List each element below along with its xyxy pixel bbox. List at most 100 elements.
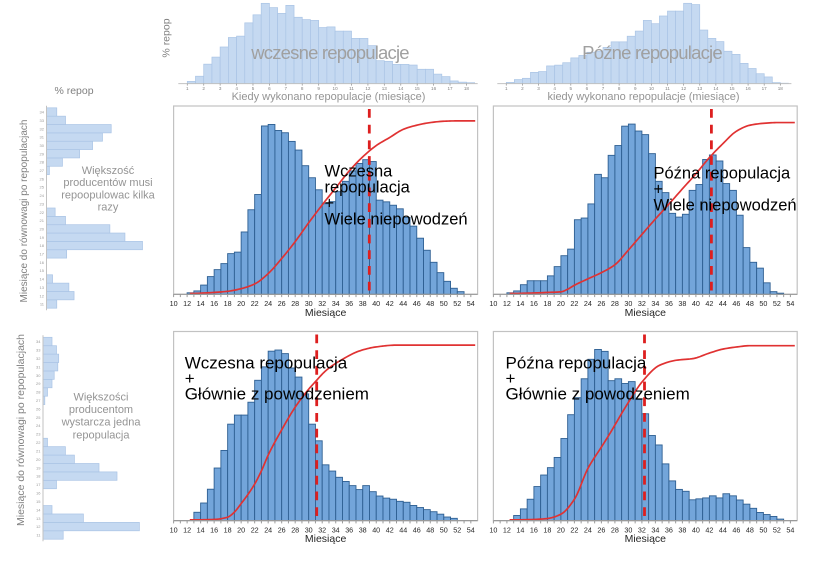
svg-text:repopulacja: repopulacja xyxy=(73,429,131,441)
svg-text:18: 18 xyxy=(543,299,551,308)
svg-text:34: 34 xyxy=(36,339,41,344)
svg-text:2: 2 xyxy=(202,86,205,91)
svg-text:13: 13 xyxy=(697,86,703,91)
svg-text:31: 31 xyxy=(36,364,41,369)
svg-text:26: 26 xyxy=(597,525,605,534)
svg-text:Wiele niepowodzeń: Wiele niepowodzeń xyxy=(325,211,468,229)
svg-text:54: 54 xyxy=(786,525,794,534)
svg-text:28: 28 xyxy=(291,299,299,308)
svg-text:42: 42 xyxy=(705,299,713,308)
svg-text:16: 16 xyxy=(36,491,41,496)
svg-text:48: 48 xyxy=(746,525,754,534)
svg-text:10: 10 xyxy=(649,86,655,91)
svg-text:28: 28 xyxy=(36,390,41,395)
svg-text:34: 34 xyxy=(651,299,659,308)
svg-text:26: 26 xyxy=(278,525,286,534)
svg-text:12: 12 xyxy=(503,525,511,534)
svg-text:32: 32 xyxy=(36,356,41,361)
svg-text:18: 18 xyxy=(40,243,45,248)
svg-text:17: 17 xyxy=(40,252,45,257)
svg-text:16: 16 xyxy=(746,86,752,91)
svg-text:Wiele niepowodzeń: Wiele niepowodzeń xyxy=(654,197,797,215)
svg-text:18: 18 xyxy=(36,474,41,479)
svg-text:11: 11 xyxy=(40,302,45,307)
svg-text:4: 4 xyxy=(235,86,238,91)
svg-text:+: + xyxy=(325,195,335,213)
svg-text:26: 26 xyxy=(278,299,286,308)
svg-text:25: 25 xyxy=(40,185,45,190)
svg-text:16: 16 xyxy=(530,525,538,534)
svg-text:40: 40 xyxy=(692,299,700,308)
svg-text:29: 29 xyxy=(40,151,45,156)
svg-text:Miesiące: Miesiące xyxy=(625,307,667,319)
svg-text:8: 8 xyxy=(301,86,304,91)
svg-text:13: 13 xyxy=(36,516,41,521)
svg-text:33: 33 xyxy=(36,348,41,353)
svg-text:44: 44 xyxy=(719,299,727,308)
svg-text:Wczesna repopulacja: Wczesna repopulacja xyxy=(185,354,348,373)
svg-text:12: 12 xyxy=(36,524,41,529)
svg-text:15: 15 xyxy=(40,268,45,273)
svg-text:18: 18 xyxy=(224,525,232,534)
svg-text:Późna repopulacja: Późna repopulacja xyxy=(654,165,792,183)
svg-text:18: 18 xyxy=(543,525,551,534)
svg-text:22: 22 xyxy=(251,525,259,534)
svg-text:46: 46 xyxy=(413,299,421,308)
svg-text:6: 6 xyxy=(586,86,589,91)
svg-text:27: 27 xyxy=(40,168,45,173)
svg-text:42: 42 xyxy=(386,525,394,534)
svg-text:14: 14 xyxy=(197,299,205,308)
svg-text:5: 5 xyxy=(252,86,255,91)
svg-text:12: 12 xyxy=(681,86,687,91)
svg-text:44: 44 xyxy=(399,299,407,308)
svg-text:19: 19 xyxy=(40,235,45,240)
svg-text:14: 14 xyxy=(40,277,45,282)
svg-text:Wczesna: Wczesna xyxy=(325,162,394,180)
svg-text:26: 26 xyxy=(36,406,41,411)
svg-text:18: 18 xyxy=(224,299,232,308)
svg-text:7: 7 xyxy=(285,86,288,91)
svg-text:7: 7 xyxy=(602,86,605,91)
svg-text:11: 11 xyxy=(665,86,670,91)
svg-text:22: 22 xyxy=(36,440,41,445)
svg-text:30: 30 xyxy=(624,525,632,534)
svg-text:24: 24 xyxy=(40,193,45,198)
svg-text:+: + xyxy=(506,369,516,388)
svg-text:23: 23 xyxy=(40,201,45,206)
svg-text:9: 9 xyxy=(634,86,637,91)
svg-text:38: 38 xyxy=(678,525,686,534)
svg-text:22: 22 xyxy=(570,525,578,534)
svg-text:repopulacja: repopulacja xyxy=(325,179,411,197)
svg-text:32: 32 xyxy=(318,525,326,534)
svg-text:40: 40 xyxy=(372,525,380,534)
svg-text:20: 20 xyxy=(557,525,565,534)
svg-text:36: 36 xyxy=(665,299,673,308)
svg-text:18: 18 xyxy=(464,86,470,91)
svg-text:40: 40 xyxy=(372,299,380,308)
svg-text:Późna repopulacja: Późna repopulacja xyxy=(506,354,647,373)
svg-text:Miesiące do równowagi po repop: Miesiące do równowagi po repopulacjach xyxy=(15,334,27,526)
svg-text:46: 46 xyxy=(732,299,740,308)
svg-text:11: 11 xyxy=(349,86,354,91)
svg-text:30: 30 xyxy=(305,299,313,308)
svg-text:30: 30 xyxy=(305,525,313,534)
svg-text:38: 38 xyxy=(359,299,367,308)
svg-text:wczesne repopulacje: wczesne repopulacje xyxy=(250,42,409,63)
svg-text:13: 13 xyxy=(382,86,388,91)
svg-text:46: 46 xyxy=(413,525,421,534)
svg-text:50: 50 xyxy=(440,299,448,308)
svg-text:14: 14 xyxy=(516,299,524,308)
svg-text:23: 23 xyxy=(36,432,41,437)
svg-text:17: 17 xyxy=(36,482,41,487)
svg-text:16: 16 xyxy=(210,525,218,534)
svg-text:28: 28 xyxy=(611,299,619,308)
svg-text:8: 8 xyxy=(618,86,621,91)
svg-text:46: 46 xyxy=(732,525,740,534)
svg-text:34: 34 xyxy=(40,110,45,115)
svg-text:Miesiące: Miesiące xyxy=(625,533,667,545)
svg-text:24: 24 xyxy=(36,423,41,428)
svg-text:21: 21 xyxy=(36,449,41,454)
svg-text:10: 10 xyxy=(170,299,178,308)
svg-text:54: 54 xyxy=(467,525,475,534)
svg-text:20: 20 xyxy=(557,299,565,308)
